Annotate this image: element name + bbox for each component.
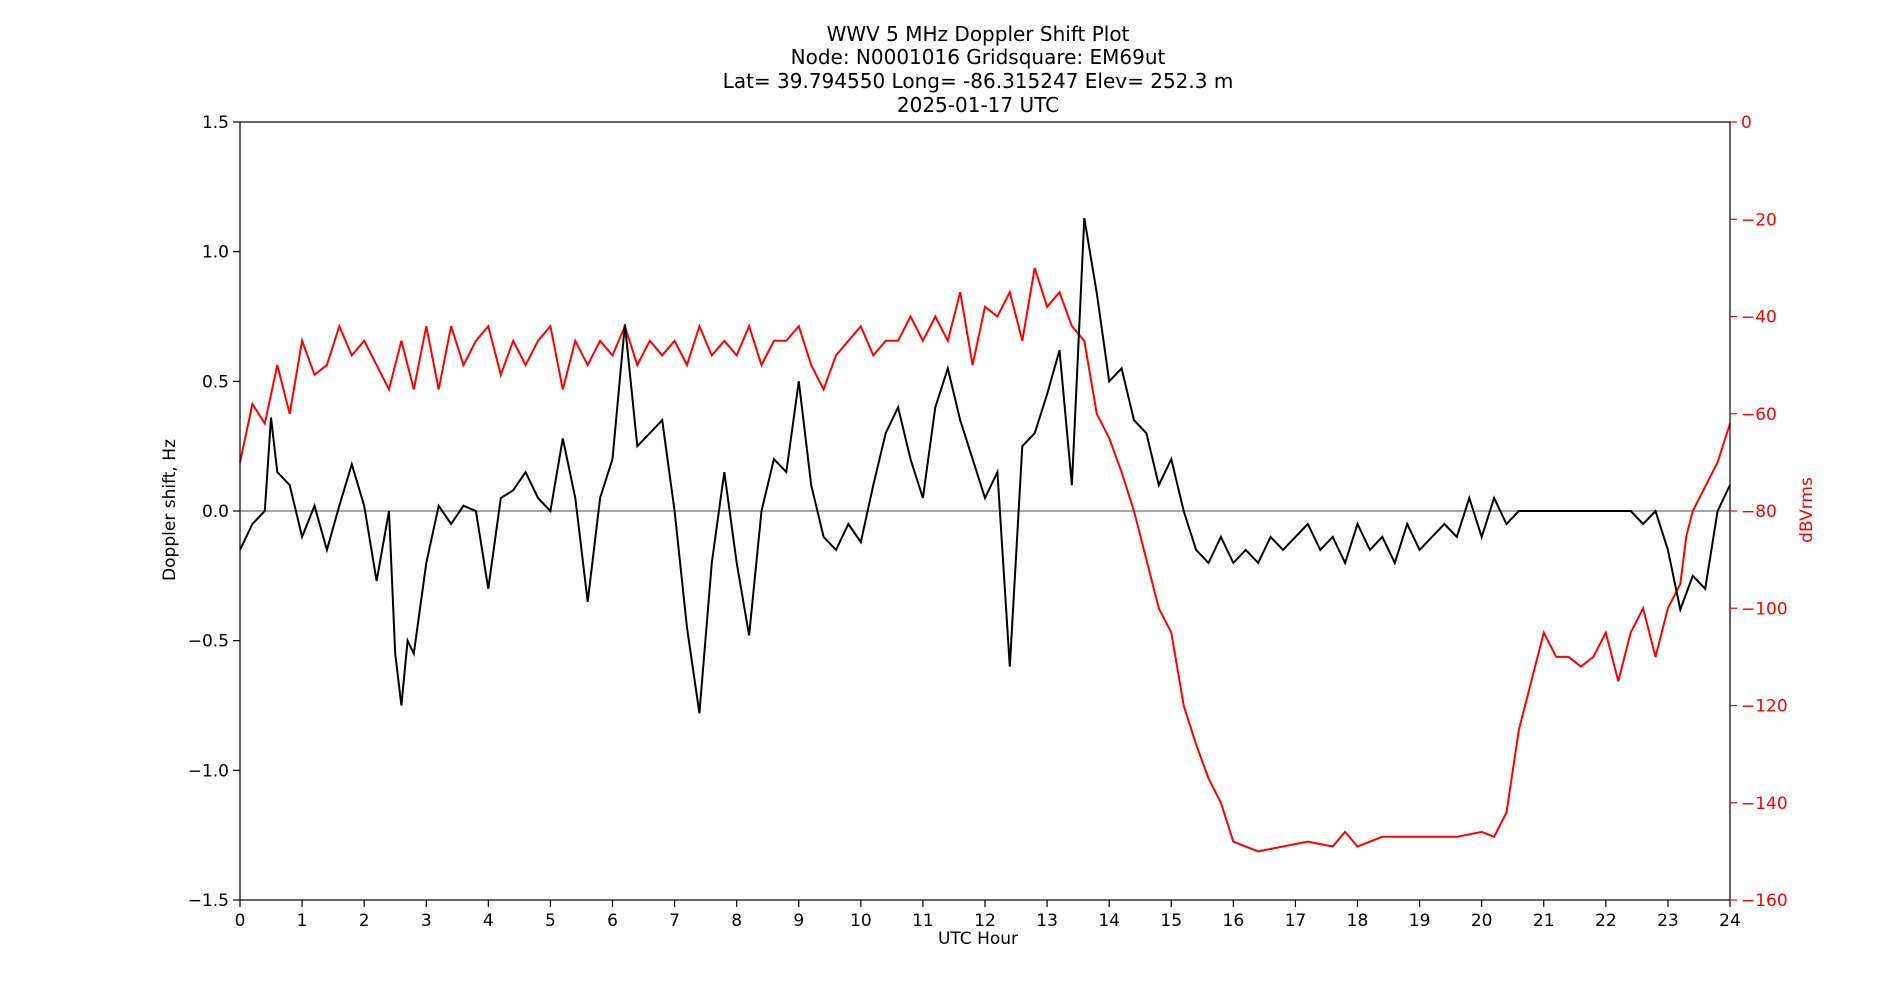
x-tick-label: 1 [297,911,308,931]
x-tick-label: 0 [235,911,246,931]
y2-tick-label: −140 [1741,794,1788,814]
x-tick-label: 19 [1409,911,1431,931]
x-tick-label: 7 [669,911,680,931]
x-tick-label: 2 [359,911,370,931]
y2-tick-label: −60 [1741,405,1777,425]
x-tick-label: 22 [1595,911,1617,931]
x-tick-label: 11 [912,911,934,931]
x-tick-label: 8 [731,911,742,931]
y2-tick-label: −20 [1741,210,1777,230]
x-tick-label: 20 [1471,911,1493,931]
x-tick-label: 5 [545,911,556,931]
x-tick-label: 3 [421,911,432,931]
x-tick-label: 15 [1160,911,1182,931]
x-tick-label: 17 [1285,911,1307,931]
y-tick-label: −0.5 [188,632,229,652]
power-series-line [239,267,1731,853]
x-axis: 0 1 2 3 4 5 6 7 8 9 10 11 12 13 14 15 16 17 18 19 20 21 22 23 24 [235,900,1741,931]
title-line-1: WWV 5 MHz Doppler Shift Plot [827,22,1130,46]
y2-tick-label: −120 [1741,697,1788,717]
y-axis-left: 1.5 1.0 0.5 0.0 −0.5 −1.0 −1.5 [188,113,240,911]
x-tick-label: 12 [974,911,996,931]
y2-axis-label: dBVrms [1797,477,1817,543]
y-tick-label: 0.5 [202,372,229,392]
y2-tick-label: −160 [1741,891,1788,911]
x-tick-label: 21 [1533,911,1555,931]
title-line-4: 2025-01-17 UTC [897,93,1059,117]
x-tick-label: 16 [1223,911,1245,931]
y2-tick-label: −100 [1741,599,1788,619]
y-tick-label: −1.5 [188,891,229,911]
chart-title: WWV 5 MHz Doppler Shift Plot Node: N0001… [723,22,1234,117]
x-axis-label: UTC Hour [938,929,1018,949]
x-tick-label: 4 [483,911,494,931]
y-axis-right: 0 −20 −40 −60 −80 −100 −120 −140 −160 [1730,113,1788,911]
y2-tick-label: −80 [1741,502,1777,522]
x-tick-label: 9 [793,911,804,931]
y2-tick-label: 0 [1741,113,1752,133]
doppler-series-line [239,217,1731,714]
x-tick-label: 13 [1036,911,1058,931]
y-tick-label: −1.0 [188,761,229,781]
title-line-3: Lat= 39.794550 Long= -86.315247 Elev= 25… [723,69,1234,93]
y-tick-label: 1.0 [202,243,229,263]
y-axis-label: Doppler shift, Hz [160,439,180,581]
plot-area [239,121,1731,901]
y2-tick-label: −40 [1741,308,1777,328]
x-tick-label: 24 [1719,911,1741,931]
title-line-2: Node: N0001016 Gridsquare: EM69ut [791,45,1166,69]
x-tick-label: 14 [1098,911,1120,931]
x-tick-label: 23 [1657,911,1679,931]
x-tick-label: 18 [1347,911,1369,931]
x-tick-label: 10 [850,911,872,931]
x-tick-label: 6 [607,911,618,931]
y-tick-label: 1.5 [202,113,229,133]
y-tick-label: 0.0 [202,502,229,522]
